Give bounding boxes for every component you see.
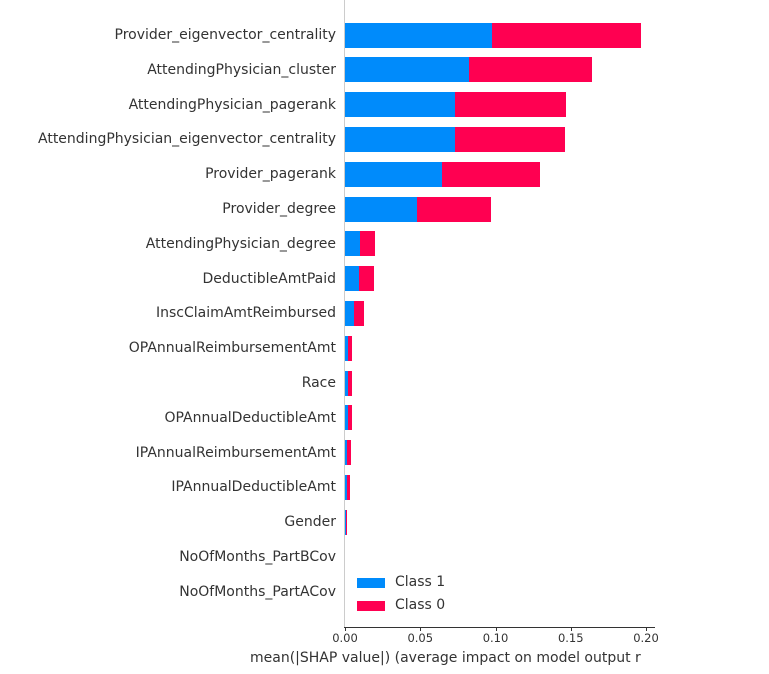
x-tick [420, 627, 422, 631]
x-tick-label: 0.05 [407, 631, 434, 645]
feature-label: DeductibleAmtPaid [202, 270, 337, 287]
feature-label: IPAnnualReimbursementAmt [135, 444, 336, 461]
bar-segment-class-1 [345, 231, 361, 257]
bar-segment-class-1 [345, 196, 417, 222]
bar-segment-class-0 [455, 92, 566, 118]
x-axis-label: mean(|SHAP value|) (average impact on mo… [250, 650, 641, 666]
bar-segment-class-1 [345, 57, 469, 83]
bar-segment-class-0 [354, 300, 364, 326]
bar-segment-class-1 [345, 370, 348, 396]
bar-segment-class-1 [345, 92, 455, 118]
bar-segment-class-0 [348, 335, 353, 361]
bar-segment-class-1 [345, 22, 493, 48]
bar-segment-class-0 [416, 196, 491, 222]
bar-segment-class-1 [345, 474, 347, 500]
bar-segment-class-1 [345, 266, 359, 292]
feature-label: AttendingPhysician_eigenvector_centralit… [38, 131, 336, 148]
bar-segment-class-0 [347, 440, 351, 466]
feature-label: AttendingPhysician_pagerank [128, 96, 336, 113]
bar-segment-class-0 [442, 161, 541, 187]
feature-label: Gender [284, 514, 336, 531]
bar-segment-class-0 [492, 22, 642, 48]
x-axis-line [344, 627, 655, 628]
feature-label: Provider_eigenvector_centrality [114, 27, 336, 43]
x-tick-label: 0.15 [557, 631, 584, 645]
bar-segment-class-1 [345, 335, 348, 361]
feature-label: Provider_degree [222, 201, 336, 217]
feature-label: Provider_pagerank [205, 166, 336, 183]
bar-segment-class-0 [469, 57, 592, 83]
feature-label: InscClaimAmtReimbursed [155, 305, 336, 322]
x-tick-label: 0.00 [332, 631, 358, 645]
feature-label: Race [301, 375, 336, 391]
x-tick [646, 627, 647, 631]
bar-segment-class-0 [455, 126, 565, 152]
feature-label: OPAnnualReimbursementAmt [128, 340, 336, 357]
feature-label: NoOfMonths_PartBCov [179, 549, 336, 565]
x-tick [495, 627, 497, 631]
bar-segment-class-0 [346, 474, 350, 500]
legend-label: Class 0 [395, 597, 446, 613]
bar-segment-class-0 [360, 231, 375, 257]
bar-segment-class-1 [345, 440, 348, 466]
bar-segment-class-1 [345, 300, 355, 326]
legend-label: Class 1 [395, 574, 446, 590]
bar-segment-class-0 [358, 266, 375, 292]
x-tick [345, 627, 346, 631]
bar-segment-class-1 [345, 509, 346, 535]
legend-swatch-class-1 [357, 578, 385, 588]
bar-segment-class-0 [345, 509, 347, 535]
bar-segment-class-1 [345, 405, 348, 431]
legend-swatch-class-0 [357, 601, 385, 611]
feature-label: OPAnnualDeductibleAmt [164, 409, 336, 426]
x-tick-label: 0.20 [633, 631, 659, 645]
bar-segment-class-1 [345, 161, 443, 187]
y-axis-line [344, 0, 345, 627]
feature-label: AttendingPhysician_degree [145, 235, 336, 252]
feature-label: AttendingPhysician_cluster [147, 61, 336, 78]
feature-label: IPAnnualDeductibleAmt [171, 479, 336, 496]
bar-segment-class-0 [348, 370, 353, 396]
x-tick-label: 0.10 [482, 631, 509, 645]
bar-segment-class-1 [345, 126, 455, 152]
x-tick [570, 627, 572, 631]
feature-label: NoOfMonths_PartACov [179, 583, 336, 600]
bar-segment-class-0 [348, 405, 353, 431]
